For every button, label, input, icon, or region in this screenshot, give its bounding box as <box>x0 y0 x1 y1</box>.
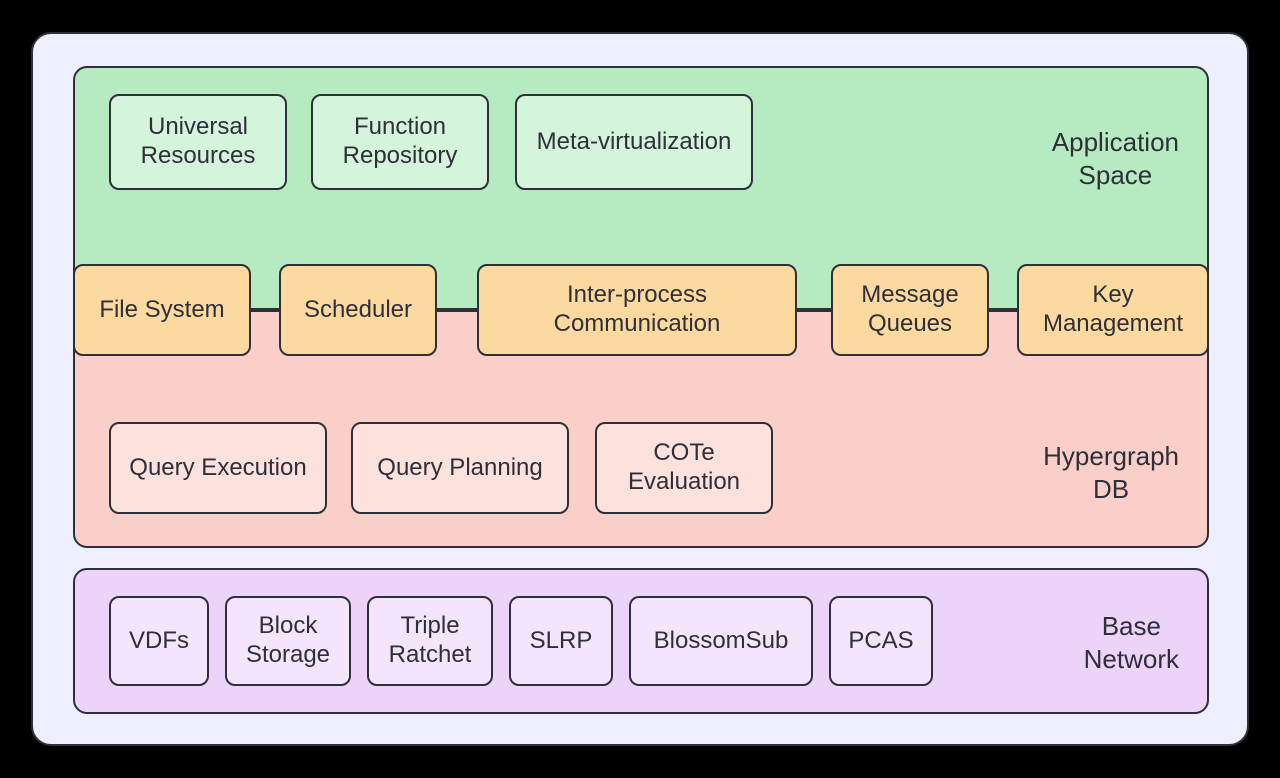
layer-hypergraph-label: HypergraphDB <box>1043 440 1179 505</box>
box-triple-ratchet: TripleRatchet <box>367 596 493 686</box>
box-cote-evaluation: COTeEvaluation <box>595 422 773 514</box>
box-pcas: PCAS <box>829 596 933 686</box>
box-file-system: File System <box>73 264 251 356</box>
box-message-queues: MessageQueues <box>831 264 989 356</box>
layer-base-label: BaseNetwork <box>1084 610 1179 675</box>
box-function-repository: FunctionRepository <box>311 94 489 190</box>
box-query-planning: Query Planning <box>351 422 569 514</box>
layer-application-label: ApplicationSpace <box>1052 126 1179 191</box>
box-blossomsub: BlossomSub <box>629 596 813 686</box>
box-key-management: KeyManagement <box>1017 264 1209 356</box>
box-scheduler: Scheduler <box>279 264 437 356</box>
diagram-canvas: ApplicationSpace HypergraphDB BaseNetwor… <box>31 32 1249 746</box>
box-universal-resources: UniversalResources <box>109 94 287 190</box>
box-vdfs: VDFs <box>109 596 209 686</box>
box-meta-virtualization: Meta-virtualization <box>515 94 753 190</box>
box-slrp: SLRP <box>509 596 613 686</box>
box-block-storage: BlockStorage <box>225 596 351 686</box>
box-ipc: Inter-processCommunication <box>477 264 797 356</box>
box-query-execution: Query Execution <box>109 422 327 514</box>
